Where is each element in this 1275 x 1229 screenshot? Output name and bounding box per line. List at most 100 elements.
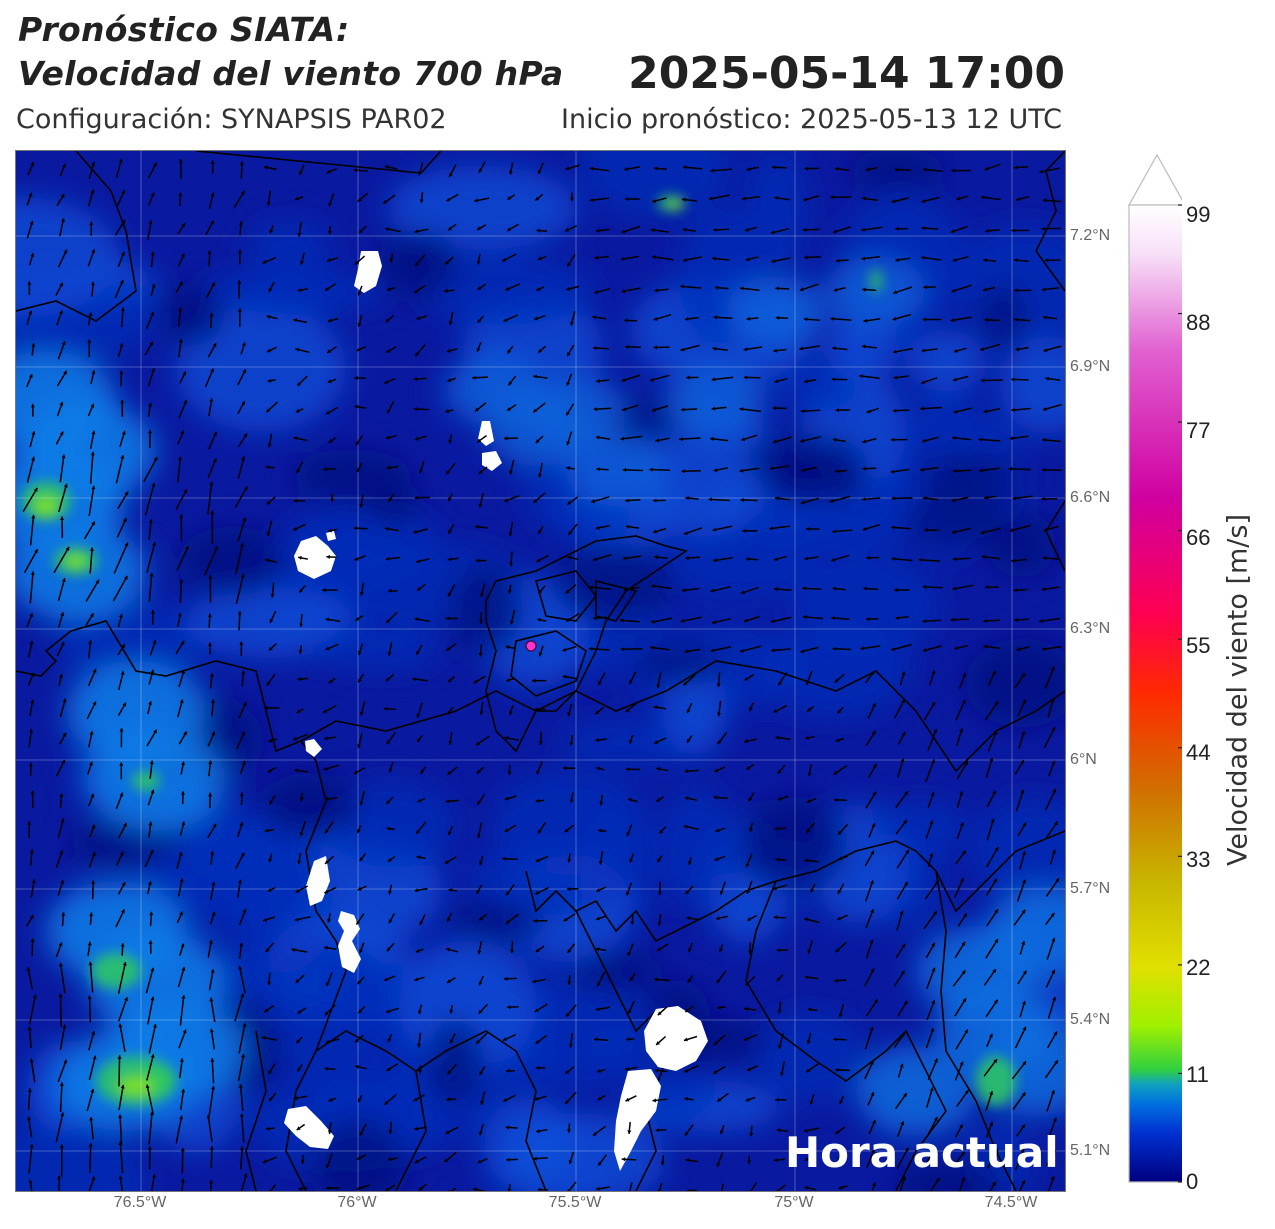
wind-vector-head [386, 740, 391, 745]
wind-vector-head [771, 230, 775, 235]
wind-vector-head [475, 524, 479, 529]
wind-vector-head [739, 648, 744, 653]
wind-vector-head [387, 652, 392, 656]
wind-vector-head [147, 881, 152, 885]
wind-vector-head [536, 287, 541, 291]
wind-vector-head [239, 543, 244, 548]
wind-vector-head [921, 380, 925, 385]
wind-vector-head [414, 617, 419, 622]
wind-vector-head [445, 616, 449, 621]
wind-vector-head [951, 530, 956, 534]
wind-vector-shaft [750, 1182, 757, 1191]
wind-vector-head [777, 1044, 782, 1049]
wind-vector-head [627, 1130, 632, 1134]
wind-vector-head [983, 287, 987, 292]
wind-vector-head [807, 772, 812, 777]
wind-vector-head [60, 642, 65, 646]
wind-vector-shaft [918, 558, 940, 562]
wind-vector-head [265, 1126, 270, 1131]
wind-vector-head [124, 491, 129, 496]
wind-vector-head [960, 878, 964, 883]
wind-vector-head [417, 1010, 422, 1015]
wind-vector-head [299, 588, 303, 593]
wind-speed-maximum [91, 953, 141, 989]
wind-vector-head [739, 407, 744, 412]
wind-vector-head [211, 699, 216, 703]
wind-vector-shaft [88, 485, 95, 517]
wind-map[interactable] [15, 150, 1066, 1192]
wind-vector-head [625, 344, 629, 349]
location-marker[interactable] [525, 640, 537, 652]
colorbar-ticks [1178, 204, 1182, 1183]
wind-vector-shaft [1014, 1026, 1027, 1049]
wind-vector-head [29, 221, 34, 225]
wind-vector-shaft [117, 997, 128, 1022]
wind-vector-head [264, 705, 268, 710]
wind-vector-head [1021, 909, 1026, 914]
wind-vector-head [1051, 1090, 1055, 1094]
wind-vector-head [838, 856, 843, 861]
wind-vector-head [649, 467, 653, 472]
wind-vector-head [625, 1097, 630, 1102]
wind-vector-head [862, 497, 866, 502]
wind-vector-shaft [118, 1084, 125, 1111]
wind-vector-shaft [588, 647, 610, 651]
wind-vector-head [210, 160, 215, 164]
wind-vector-head [503, 1097, 508, 1102]
lat-label: 6.3°N [1070, 620, 1111, 637]
wind-vector-shaft [238, 1023, 246, 1054]
wind-vector-shaft [175, 488, 188, 511]
wind-vector-head [657, 858, 662, 863]
wind-vector-head [717, 1097, 722, 1102]
wind-vector-head [354, 260, 359, 265]
wind-vector-head [326, 169, 331, 174]
wind-vector-head [589, 646, 593, 651]
wind-vector-head [1043, 348, 1048, 353]
wind-vector-head [91, 249, 96, 254]
wind-vector-head [900, 970, 905, 975]
wind-vector-head [357, 1098, 362, 1103]
wind-vector-head [1022, 1026, 1027, 1031]
wind-vector-head [149, 911, 154, 916]
wind-vector-head [153, 729, 157, 734]
wind-vector-shaft [28, 1144, 33, 1174]
wind-vector-head [324, 1011, 329, 1016]
wind-vector-head [1051, 760, 1056, 765]
colorbar-tick-label: 88 [1186, 310, 1211, 335]
wind-speed-blob [921, 451, 1020, 503]
wind-vector-head [685, 796, 689, 801]
wind-vector-shaft [28, 1026, 32, 1048]
wind-vector-head [294, 768, 299, 773]
wind-vector-head [150, 1054, 155, 1058]
wind-speed-blob [426, 1019, 483, 1107]
wind-vector-head [384, 977, 389, 981]
wind-vector-head [653, 529, 657, 534]
wind-vector-head [959, 1124, 963, 1129]
wind-vector-head [901, 731, 906, 736]
wind-vector-head [353, 770, 358, 775]
wind-vector-head [592, 315, 597, 320]
wind-vector-head [1020, 789, 1025, 794]
wind-vector-head [509, 562, 514, 567]
wind-speed-blob [856, 1046, 976, 1136]
wind-vector-head [293, 526, 298, 531]
wind-vector-head [865, 167, 870, 172]
wind-vector-head [61, 578, 66, 582]
wind-vector-head [535, 858, 540, 863]
wind-vector-head [713, 468, 718, 473]
wind-vector-head [330, 498, 335, 502]
wind-vector-head [978, 437, 983, 442]
wind-vector-head [478, 652, 483, 657]
wind-vector-head [29, 849, 34, 853]
wind-vector-head [1016, 197, 1020, 202]
wind-vector-shaft [864, 880, 874, 902]
wind-speed-blob [666, 366, 766, 436]
wind-vector-head [802, 586, 806, 591]
graticule [16, 151, 1065, 1191]
wind-vector-head [150, 967, 155, 972]
wind-vector-head [88, 1143, 93, 1147]
wind-vector-head [503, 1037, 507, 1041]
wind-vector-shaft [144, 482, 156, 516]
wind-vector-head [953, 469, 957, 474]
wind-vector-head [269, 1097, 273, 1102]
